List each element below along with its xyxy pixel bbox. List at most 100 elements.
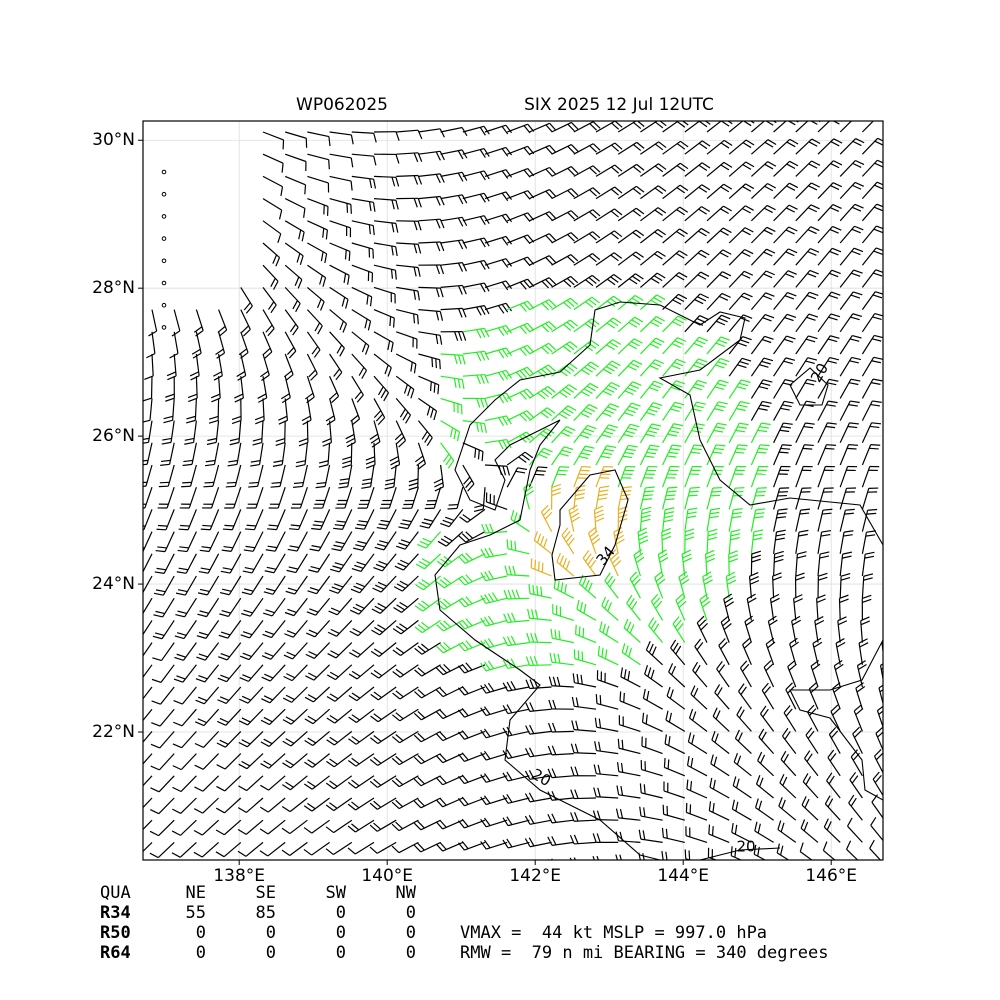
- barb-staff: [396, 129, 419, 133]
- barb-flag: [628, 321, 638, 328]
- barb-flag: [278, 419, 288, 425]
- wind-barb: [351, 153, 377, 166]
- barb-flag: [642, 688, 646, 699]
- barb-staff: [190, 464, 197, 487]
- wind-barb: [329, 153, 354, 168]
- wind-barb: [242, 553, 264, 574]
- wind-barb: [626, 594, 641, 621]
- wind-barb: [217, 664, 242, 683]
- title-left: WP062025: [296, 95, 388, 115]
- barb-flag: [439, 841, 447, 850]
- barb-flag: [642, 498, 653, 501]
- barb-staff: [258, 442, 264, 465]
- barb-staff: [684, 358, 699, 377]
- barb-flag: [479, 216, 486, 225]
- wind-barb: [573, 318, 600, 333]
- wind-barb: [143, 731, 153, 743]
- barb-flag: [877, 731, 883, 738]
- barb-flag: [783, 422, 793, 425]
- wind-barb: [861, 203, 883, 222]
- barb-flag: [473, 508, 484, 513]
- wind-barb: [573, 424, 597, 444]
- barb-flag: [519, 392, 527, 400]
- barb-flag: [193, 326, 203, 333]
- wind-barb: [556, 552, 575, 577]
- barb-flag: [856, 685, 866, 693]
- barb-flag: [545, 279, 553, 287]
- barb-staff: [839, 225, 855, 244]
- wind-barb: [668, 663, 686, 688]
- barb-flag: [766, 204, 776, 211]
- wind-barb: [203, 464, 220, 488]
- barb-staff: [861, 554, 866, 577]
- barb-flag: [505, 147, 513, 156]
- wind-barb: [436, 597, 464, 610]
- barb-staff: [800, 827, 819, 843]
- barb-flag: [413, 175, 419, 185]
- barb-staff: [296, 531, 308, 552]
- barb-flag: [519, 326, 527, 334]
- wind-barb: [617, 402, 641, 421]
- barb-staff: [795, 160, 812, 177]
- barb-flag: [348, 870, 355, 876]
- barb-flag: [697, 252, 707, 259]
- barb-flag: [329, 736, 338, 743]
- barb-flag: [854, 730, 862, 738]
- barb-flag: [461, 774, 469, 783]
- barb-staff: [269, 708, 286, 726]
- barb-flag: [130, 658, 139, 661]
- wind-barb: [149, 819, 175, 837]
- barb-flag: [437, 540, 447, 547]
- barb-flag: [524, 838, 531, 848]
- barb-flag: [738, 444, 748, 447]
- barb-flag: [635, 251, 644, 258]
- barb-flag: [198, 570, 209, 574]
- barb-flag: [762, 317, 772, 322]
- barb-flag: [392, 692, 401, 700]
- wind-barb: [326, 664, 353, 681]
- barb-staff: [553, 587, 575, 599]
- barb-flag: [281, 163, 284, 173]
- wind-barb: [265, 531, 286, 552]
- barb-staff: [184, 597, 197, 618]
- barb-flag: [617, 738, 620, 749]
- barb-flag: [292, 300, 298, 310]
- wind-barb: [282, 730, 308, 747]
- barb-staff: [443, 597, 464, 610]
- barb-flag: [875, 269, 883, 273]
- barb-flag: [675, 380, 686, 385]
- barb-flag: [479, 127, 486, 136]
- barb-flag: [322, 277, 327, 287]
- barb-flag: [736, 407, 746, 412]
- barb-flag: [584, 580, 590, 590]
- barb-flag: [582, 431, 592, 436]
- wind-barb: [807, 704, 819, 732]
- barb-staff: [668, 671, 686, 688]
- wind-barb: [152, 642, 175, 662]
- barb-flag: [548, 676, 553, 686]
- barb-staff: [312, 686, 331, 703]
- barb-flag: [810, 226, 820, 232]
- barb-staff: [270, 642, 286, 660]
- barb-flag: [623, 692, 625, 703]
- barb-flag: [664, 515, 674, 519]
- barb-flag: [790, 641, 799, 649]
- wind-barb: [351, 286, 373, 307]
- barb-flag: [894, 401, 903, 402]
- barb-flag: [796, 555, 807, 559]
- barb-staff: [662, 228, 680, 244]
- barb-staff: [684, 162, 703, 177]
- barb-flag: [644, 664, 649, 675]
- barb-flag: [219, 717, 229, 723]
- barb-flag: [505, 325, 513, 334]
- wind-barb: [662, 380, 686, 399]
- barb-staff: [484, 124, 507, 133]
- barb-flag: [726, 571, 736, 577]
- barb-flag: [498, 440, 504, 450]
- barb-staff: [143, 642, 153, 657]
- barb-flag: [735, 429, 746, 433]
- wind-barb: [640, 207, 667, 222]
- barb-flag: [440, 558, 449, 565]
- wind-barb: [777, 820, 797, 843]
- wind-barb: [728, 205, 754, 222]
